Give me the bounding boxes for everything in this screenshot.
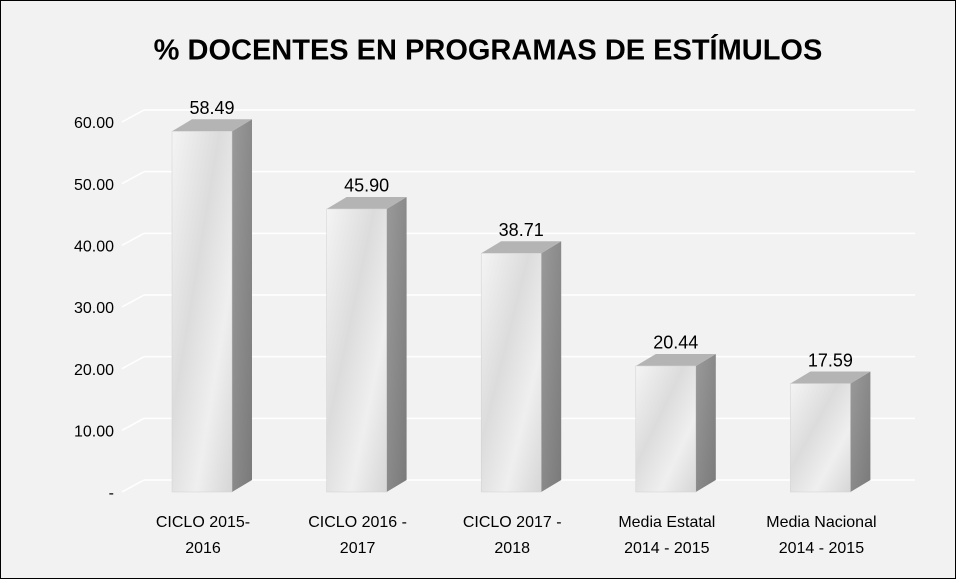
y-tick-label: 60.00 (74, 115, 114, 132)
grid-line-side (121, 171, 145, 185)
y-tick-label: 10.00 (74, 424, 114, 441)
chart-title: % DOCENTES EN PROGRAMAS DE ESTÍMULOS (154, 33, 823, 67)
y-tick-label: 40.00 (74, 239, 114, 256)
grid-line-side (121, 232, 145, 246)
grid-line-side (121, 109, 145, 123)
bar-top (635, 353, 716, 366)
x-tick-label: 2014 - 2015 (624, 540, 710, 557)
bar (480, 253, 542, 493)
bar (326, 208, 387, 493)
value-label: 45.90 (344, 176, 389, 196)
x-tick-label: 2018 (494, 540, 530, 557)
bar-side (232, 119, 252, 492)
value-label: 20.44 (653, 333, 698, 353)
bar (790, 383, 851, 493)
value-label: 38.71 (499, 220, 544, 240)
x-tick-label: Media Estatal (618, 514, 715, 531)
bar (171, 131, 233, 493)
x-tick-label: 2017 (340, 540, 376, 557)
grid-line-side (121, 479, 145, 493)
y-tick-label: 50.00 (74, 177, 114, 194)
x-tick-label: CICLO 2015- (156, 514, 250, 531)
bar-top (326, 196, 407, 209)
x-tick-label: 2016 (185, 540, 221, 557)
bar-top (172, 119, 252, 132)
grid-line-side (121, 356, 145, 370)
bar-side (386, 196, 407, 492)
bar-top (790, 371, 871, 384)
y-tick-label: 20.00 (74, 362, 114, 379)
bar (635, 365, 697, 493)
x-tick-label: CICLO 2016 - (308, 514, 407, 531)
value-label: 58.49 (189, 98, 234, 118)
x-tick-label: 2014 - 2015 (779, 540, 865, 557)
bar-top (481, 241, 562, 254)
bar-side (541, 241, 562, 492)
value-label: 17.59 (808, 350, 853, 370)
x-tick-label: CICLO 2017 - (463, 514, 562, 531)
bar-side (850, 371, 871, 492)
x-tick-label: Media Nacional (766, 514, 876, 531)
bar-side (695, 353, 716, 492)
grid-line-side (121, 294, 145, 308)
grid-line-side (121, 417, 145, 431)
y-tick-label: 30.00 (74, 300, 114, 317)
y-tick-label: - (109, 485, 114, 502)
